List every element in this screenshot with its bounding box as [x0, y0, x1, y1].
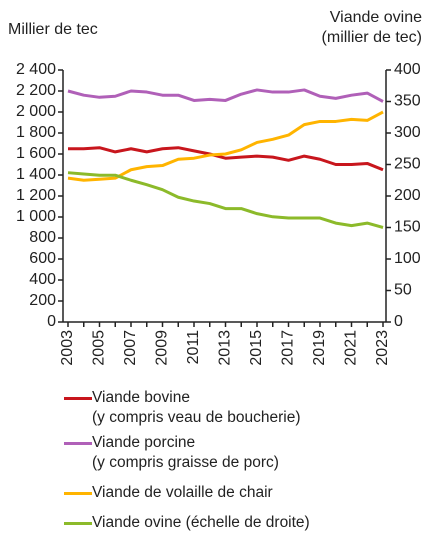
- y-tick-label: 600: [29, 250, 56, 267]
- y2-tick-label: 100: [394, 250, 421, 267]
- y2-tick-label: 350: [394, 93, 421, 110]
- y-tick-label: 1 200: [16, 187, 56, 204]
- series-line: [67, 171, 384, 229]
- y-tick-label: 0: [47, 313, 56, 330]
- series-line: [68, 146, 384, 172]
- y2-tick-label: 400: [394, 61, 421, 78]
- y-tick-label: 400: [29, 271, 56, 288]
- y2-tick-label: 300: [394, 124, 421, 141]
- y-tick-label: 2 000: [16, 103, 56, 120]
- legend-swatch: [64, 522, 92, 525]
- y-tick-label: 800: [29, 229, 56, 246]
- legend-label: Viande de volaille de chair: [92, 484, 273, 501]
- legend-label: Viande bovine (y compris veau de boucher…: [92, 389, 301, 426]
- x-tick-label: 2013: [217, 330, 234, 366]
- y2-tick-label: 200: [394, 187, 421, 204]
- x-tick-label: 2023: [374, 330, 391, 366]
- legend-label: Viande ovine (échelle de droite): [92, 514, 310, 531]
- x-tick-label: 2003: [59, 330, 76, 366]
- y-tick-label: 1 600: [16, 145, 56, 162]
- y-tick-label: 1 400: [16, 166, 56, 183]
- legend-swatch: [64, 492, 92, 495]
- series-line: [67, 88, 384, 103]
- series-line: [67, 110, 384, 182]
- legend-swatch: [64, 397, 92, 400]
- y-tick-label: 2 200: [16, 82, 56, 99]
- legend-entry: Viande porcine (y compris graisse de por…: [64, 433, 279, 473]
- x-tick-label: 2011: [185, 330, 202, 365]
- x-tick-label: 2021: [343, 330, 360, 366]
- x-tick-label: 2005: [91, 330, 108, 366]
- y-tick-label: 1 800: [16, 124, 56, 141]
- x-tick-label: 2007: [122, 330, 139, 366]
- x-tick-label: 2009: [154, 330, 171, 366]
- y-tick-label: 200: [29, 292, 56, 309]
- legend-entry: Viande bovine (y compris veau de boucher…: [64, 388, 301, 428]
- y-tick-label: 2 400: [16, 61, 56, 78]
- y2-tick-label: 0: [394, 313, 403, 330]
- y2-tick-label: 250: [394, 156, 421, 173]
- y2-tick-label: 50: [394, 282, 412, 299]
- legend-entry: Viande ovine (échelle de droite): [64, 513, 310, 533]
- x-tick-label: 2015: [248, 330, 265, 366]
- y2-tick-label: 150: [394, 219, 421, 236]
- y-tick-label: 1 000: [16, 208, 56, 225]
- y-axis-title: Millier de tec: [8, 21, 98, 38]
- plot: 0 200 400 600 800 1 000 1 200 1 400 1 600 1 800 2 …: [16, 61, 421, 366]
- y2-axis-title: Viande ovine (millier de tec): [321, 9, 422, 46]
- legend-label: Viande porcine (y compris graisse de por…: [92, 434, 279, 471]
- legend-swatch: [64, 442, 92, 445]
- legend-entry: Viande de volaille de chair: [64, 483, 273, 503]
- x-tick-label: 2017: [280, 330, 297, 366]
- x-tick-label: 2019: [311, 330, 328, 366]
